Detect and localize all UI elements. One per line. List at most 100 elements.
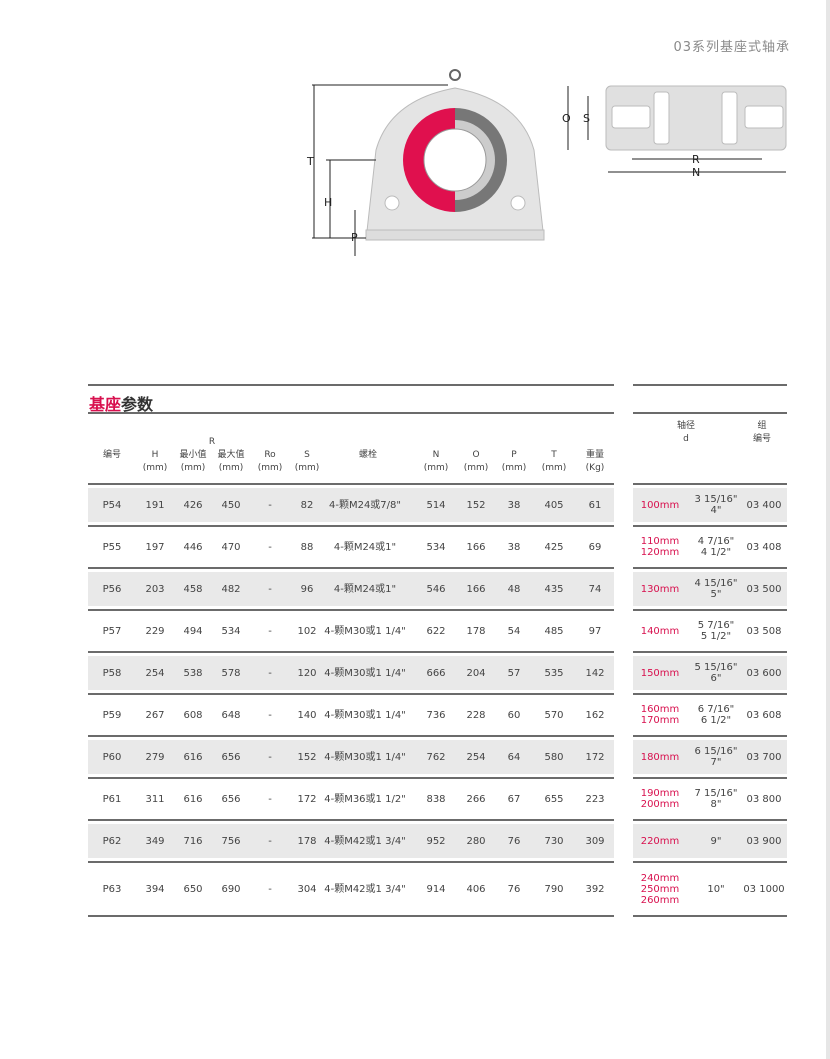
cell-P: 64: [507, 751, 521, 763]
cell-H: 254: [145, 667, 165, 679]
cell-code: P56: [102, 583, 122, 595]
cell-T: 570: [544, 709, 564, 721]
cell-P: 38: [507, 499, 521, 511]
cell-O: 280: [466, 835, 486, 847]
cell-S: 152: [297, 751, 317, 763]
section-title: 基座参数: [89, 395, 154, 414]
cell-shaft-mm: 220mm: [635, 821, 685, 861]
cell-S: 82: [300, 499, 314, 511]
cell-N: 952: [426, 835, 446, 847]
cell-shaft-inch: 3 15/16" 4": [691, 485, 741, 525]
shaft-inch-value: 7": [710, 757, 722, 768]
shaft-mm-value: 240mm: [640, 872, 680, 884]
cell-Ro: -: [268, 625, 272, 637]
cell-H: 203: [145, 583, 165, 595]
cell-weight: 142: [585, 667, 605, 679]
dim-label-n: N: [692, 166, 700, 179]
front-view: [365, 69, 545, 241]
header-code: 编号: [102, 450, 121, 460]
shaft-mm-value: 250mm: [640, 883, 680, 895]
cell-code: P57: [102, 625, 122, 637]
cell-code: P60: [102, 751, 122, 763]
cell-shaft-mm: 140mm: [635, 611, 685, 651]
cell-weight: 97: [588, 625, 602, 637]
cell-T: 405: [544, 499, 564, 511]
cell-r-min: 616: [183, 793, 203, 805]
cell-shaft-inch: 4 15/16" 5": [691, 569, 741, 609]
shaft-mm-value: 190mm: [640, 788, 680, 799]
cell-N: 546: [426, 583, 446, 595]
shaft-mm-value: 180mm: [640, 751, 680, 763]
cell-r-min: 716: [183, 835, 203, 847]
cell-r-min: 650: [183, 883, 203, 895]
cell-bolt: 4-颗M42或1 3/4": [324, 835, 406, 847]
cell-group-code: 03 600: [746, 667, 782, 679]
table-row: 110mm 120mm 4 7/16" 4 1/2" 03 408: [633, 527, 787, 569]
cell-bolt: 4-颗M30或1 1/4": [324, 709, 406, 721]
cell-O: 228: [466, 709, 486, 721]
table-row: 100mm 3 15/16" 4" 03 400: [633, 485, 787, 527]
cell-Ro: -: [268, 709, 272, 721]
cell-shaft-inch: 4 7/16" 4 1/2": [691, 527, 741, 567]
cell-group-code: 03 700: [746, 751, 782, 763]
cell-group-code: 03 408: [746, 541, 782, 553]
cell-N: 838: [426, 793, 446, 805]
cell-r-min: 608: [183, 709, 203, 721]
cell-S: 178: [297, 835, 317, 847]
cell-r-min: 494: [183, 625, 203, 637]
cell-P: 57: [507, 667, 521, 679]
shaft-inch-value: 6 7/16": [697, 704, 735, 715]
cell-r-max: 648: [221, 709, 241, 721]
shaft-inch-value: 8": [710, 799, 722, 810]
shaft-inch-value: 7 15/16": [694, 788, 738, 799]
cell-code: P63: [102, 883, 122, 895]
cell-Ro: -: [268, 541, 272, 553]
shaft-inch-value: 4": [710, 505, 722, 516]
cell-bolt: 4-颗M30或1 1/4": [324, 751, 406, 763]
cell-bolt: 4-颗M42或1 3/4": [324, 883, 406, 895]
shaft-inch-value: 3 15/16": [694, 494, 738, 505]
cell-H: 349: [145, 835, 165, 847]
header-h: H (mm): [142, 450, 168, 473]
cell-code: P59: [102, 709, 122, 721]
shaft-inch-value: 4 7/16": [697, 536, 735, 547]
shaft-inch-value: 5 15/16": [694, 662, 738, 673]
table-row: P60 279 616 656 - 152 4-颗M30或1 1/4" 762 254 64 580…: [88, 737, 614, 779]
cell-r-min: 538: [183, 667, 203, 679]
shaft-mm-value: 120mm: [640, 547, 680, 558]
cell-bolt: 4-颗M36或1 1/2": [324, 793, 406, 805]
table-row: 130mm 4 15/16" 5" 03 500: [633, 569, 787, 611]
cell-shaft-mm: 190mm 200mm: [635, 779, 685, 819]
cell-r-max: 756: [221, 835, 241, 847]
cell-N: 914: [426, 883, 446, 895]
cell-bolt: 4-颗M30或1 1/4": [324, 625, 406, 637]
shaft-mm-value: 100mm: [640, 499, 680, 511]
cell-shaft-mm: 150mm: [635, 653, 685, 693]
dimension-lines: [312, 84, 448, 256]
shaft-table: 100mm 3 15/16" 4" 03 400 110mm 120mm 4 7/16" 4 …: [633, 485, 787, 917]
dim-label-s: S: [583, 112, 590, 125]
shaft-inch-value: 6 1/2": [700, 715, 732, 726]
cell-T: 425: [544, 541, 564, 553]
table-row: 190mm 200mm 7 15/16" 8" 03 800: [633, 779, 787, 821]
header-rule-left: [88, 483, 614, 485]
cell-T: 435: [544, 583, 564, 595]
header-o: O (mm): [463, 450, 489, 473]
cell-Ro: -: [268, 793, 272, 805]
shaft-inch-value: 4 15/16": [694, 578, 738, 589]
header-p: P (mm): [501, 450, 527, 473]
cell-shaft-mm: 110mm 120mm: [635, 527, 685, 567]
cell-T: 790: [544, 883, 564, 895]
cell-shaft-inch: 9": [691, 821, 741, 861]
cell-O: 204: [466, 667, 486, 679]
cell-S: 88: [300, 541, 314, 553]
cell-group-code: 03 1000: [743, 883, 785, 895]
table-row: 140mm 5 7/16" 5 1/2" 03 508: [633, 611, 787, 653]
cell-r-max: 690: [221, 883, 241, 895]
cell-code: P55: [102, 541, 122, 553]
shaft-inch-value: 10": [707, 883, 725, 895]
cell-weight: 74: [588, 583, 602, 595]
header-r-max: 最大值 (mm): [217, 450, 245, 473]
shaft-mm-value: 260mm: [640, 894, 680, 906]
table-row: 160mm 170mm 6 7/16" 6 1/2" 03 608: [633, 695, 787, 737]
